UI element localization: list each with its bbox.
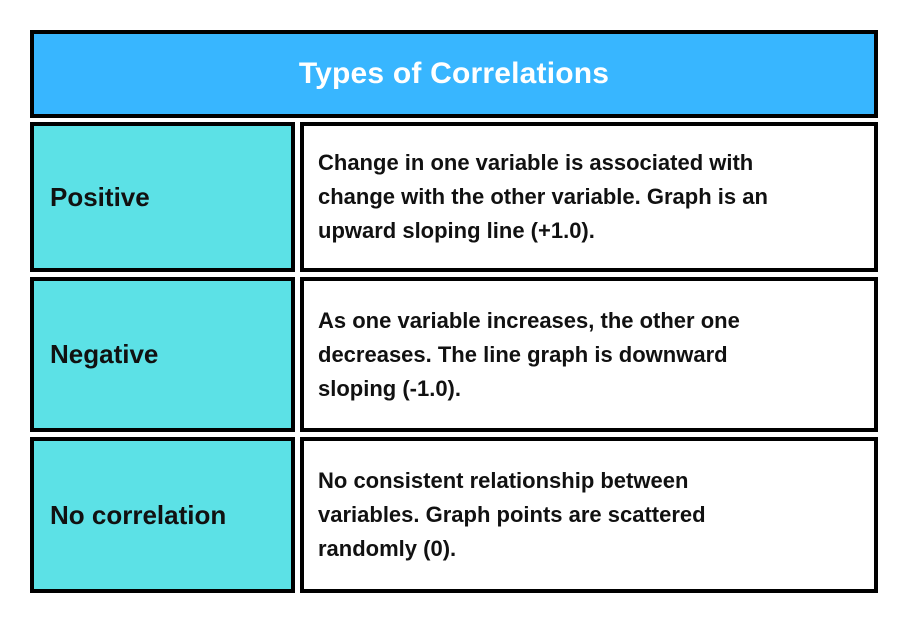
row-label-positive: Positive — [30, 122, 295, 272]
table-row-no-correlation: No correlation No consistent relationshi… — [30, 437, 878, 593]
table-row-positive: Positive Change in one variable is assoc… — [30, 122, 878, 272]
table-row-negative: Negative As one variable increases, the … — [30, 277, 878, 432]
row-description-no-correlation: No consistent relationship between varia… — [300, 437, 878, 593]
correlations-table: Types of Correlations Positive Change in… — [30, 30, 878, 593]
table-header: Types of Correlations — [30, 30, 878, 118]
row-description-negative: As one variable increases, the other one… — [300, 277, 878, 432]
row-label-no-correlation: No correlation — [30, 437, 295, 593]
row-label-negative: Negative — [30, 277, 295, 432]
page-title: Types of Correlations — [298, 57, 610, 90]
row-description-positive: Change in one variable is associated wit… — [300, 122, 878, 272]
